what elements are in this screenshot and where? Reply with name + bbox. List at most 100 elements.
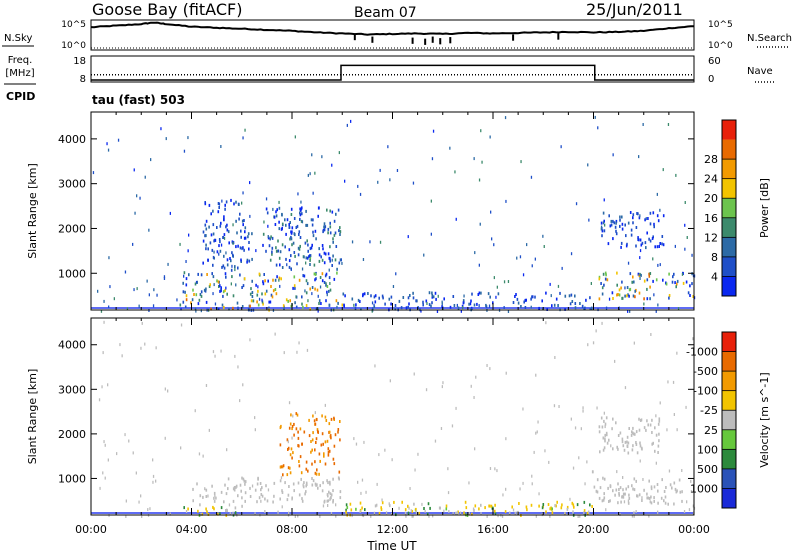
colorbar-tick-label: -1000: [686, 346, 718, 359]
range-gate-cell: [320, 302, 322, 305]
range-gate-cell: [574, 302, 577, 305]
range-gate-cell: [653, 222, 655, 226]
range-gate-cell: [198, 452, 201, 456]
range-gate-cell: [241, 305, 244, 308]
range-gate-cell: [237, 365, 239, 369]
range-gate-cell: [288, 259, 291, 263]
range-gate-cell: [247, 232, 250, 236]
range-gate-cell: [646, 492, 648, 496]
range-gate-cell: [411, 514, 413, 518]
range-gate-cell: [314, 272, 317, 276]
range-gate-cell: [287, 299, 289, 303]
range-gate-cell: [327, 227, 330, 231]
range-gate-cell: [318, 452, 321, 456]
range-gate-cell: [365, 490, 367, 494]
range-gate-cell: [635, 441, 637, 444]
range-gate-cell: [207, 494, 209, 498]
range-gate-cell: [311, 438, 314, 442]
range-gate-cell: [648, 514, 650, 518]
range-gate-cell: [551, 507, 553, 511]
range-gate-cell: [473, 157, 475, 161]
range-gate-cell: [329, 498, 331, 501]
range-gate-cell: [622, 495, 625, 499]
range-gate-cell: [204, 202, 207, 206]
range-gate-cell: [318, 259, 321, 263]
range-gate-cell: [574, 294, 576, 298]
range-gate-cell: [297, 253, 300, 257]
range-gate-cell: [590, 306, 593, 310]
range-gate-cell: [275, 214, 278, 218]
range-gate-cell: [216, 226, 218, 229]
range-gate-cell: [249, 292, 252, 296]
range-gate-cell: [603, 492, 605, 496]
range-gate-cell: [505, 199, 507, 203]
range-gate-cell: [279, 465, 282, 469]
range-gate-cell: [669, 483, 672, 487]
range-gate-cell: [133, 288, 135, 292]
range-gate-cell: [333, 277, 336, 281]
range-gate-cell: [284, 481, 286, 485]
range-gate-cell: [388, 502, 390, 506]
range-gate-cell: [628, 496, 631, 500]
range-gate-cell: [190, 301, 192, 305]
range-gate-cell: [372, 307, 374, 311]
range-gate-cell: [230, 259, 232, 263]
range-gate-cell: [267, 488, 270, 492]
range-gate-cell: [661, 235, 664, 238]
nsky-tick-bottom: 10^0: [61, 41, 86, 51]
range-gate-cell: [106, 142, 108, 146]
range-gate-cell: [316, 418, 318, 422]
range-gate-cell: [643, 488, 645, 492]
range-gate-cell: [379, 240, 382, 244]
range-gate-cell: [452, 512, 454, 516]
range-gate-cell: [549, 282, 551, 286]
range-gate-cell: [578, 456, 580, 460]
range-gate-cell: [272, 289, 275, 293]
range-gate-cell: [290, 254, 292, 258]
range-gate-cell: [327, 499, 330, 503]
range-gate-cell: [389, 504, 391, 508]
range-gate-cell: [341, 303, 344, 307]
range-gate-cell: [310, 218, 313, 222]
range-gate-cell: [534, 257, 536, 261]
range-gate-cell: [604, 223, 606, 227]
range-gate-cell: [655, 433, 658, 437]
range-gate-cell: [554, 504, 556, 508]
range-gate-cell: [290, 413, 292, 417]
range-gate-cell: [329, 480, 331, 484]
range-gate-cell: [687, 291, 690, 295]
range-gate-cell: [296, 224, 299, 228]
nsearch-tick-bottom: 10^0: [708, 41, 733, 51]
range-gate-cell: [180, 323, 183, 327]
range-gate-cell: [652, 279, 654, 283]
range-gate-cell: [305, 209, 307, 213]
range-gate-cell: [647, 423, 649, 427]
range-gate-cell: [653, 293, 655, 297]
range-gate-cell: [497, 292, 500, 296]
range-gate-cell: [475, 375, 477, 379]
range-gate-cell: [531, 264, 533, 268]
range-gate-cell: [326, 479, 328, 483]
range-gate-cell: [243, 479, 246, 483]
range-gate-cell: [596, 478, 599, 482]
range-gate-cell: [416, 299, 418, 303]
range-gate-cell: [318, 472, 320, 476]
range-gate-cell: [655, 309, 657, 313]
range-gate-cell: [312, 218, 314, 222]
range-gate-cell: [622, 488, 624, 492]
range-gate-cell: [302, 274, 304, 278]
range-gate-cell: [180, 307, 182, 311]
range-gate-cell: [147, 508, 149, 512]
range-gate-cell: [427, 502, 430, 506]
range-gate-cell: [595, 329, 597, 333]
range-gate-cell: [407, 305, 409, 309]
range-gate-cell: [219, 240, 221, 244]
y-tick-label: 4000: [58, 133, 86, 146]
colorbar-frame: [721, 119, 737, 297]
range-gate-cell: [295, 305, 298, 309]
range-gate-cell: [239, 212, 241, 216]
range-gate-cell: [290, 237, 293, 241]
range-gate-cell: [664, 501, 667, 505]
range-gate-cell: [650, 495, 652, 499]
